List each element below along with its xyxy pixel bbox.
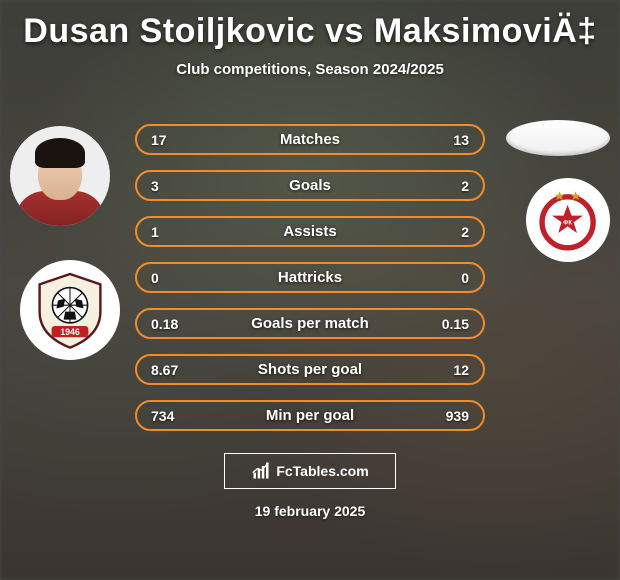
comparison-card: Dusan Stoiljkovic vs MaksimoviÄ‡ Club co… (0, 0, 620, 580)
stat-value-left: 17 (151, 132, 181, 148)
stat-value-right: 0.15 (439, 316, 469, 332)
stat-label: Shots per goal (258, 361, 362, 378)
brand-box[interactable]: FcTables.com (224, 453, 396, 489)
stat-value-right: 939 (439, 408, 469, 424)
stat-value-left: 734 (151, 408, 181, 424)
club-badge-left: 1946 (20, 260, 120, 360)
stat-value-right: 2 (439, 178, 469, 194)
brand-text: FcTables.com (276, 463, 368, 479)
stat-value-right: 13 (439, 132, 469, 148)
player-photo-left (10, 126, 110, 226)
avatar-hair (35, 138, 85, 168)
svg-text:1946: 1946 (60, 327, 80, 337)
stat-label: Hattricks (278, 269, 342, 286)
stats-list: 17 Matches 13 3 Goals 2 1 Assists 2 0 Hattricks 0 0.… (135, 124, 485, 431)
stat-row: 3 Goals 2 (135, 170, 485, 201)
stat-row: 0.18 Goals per match 0.15 (135, 308, 485, 339)
stat-row: 17 Matches 13 (135, 124, 485, 155)
player-photo-right-placeholder (506, 120, 610, 156)
stat-value-left: 8.67 (151, 362, 181, 378)
stat-label: Matches (280, 131, 340, 148)
stat-value-left: 3 (151, 178, 181, 194)
club-crest-left-icon: 1946 (30, 270, 110, 350)
stat-value-right: 0 (439, 270, 469, 286)
svg-text:ФК: ФК (564, 221, 573, 227)
footer-date: 19 february 2025 (255, 503, 366, 519)
stat-label: Goals per match (251, 315, 369, 332)
page-title: Dusan Stoiljkovic vs MaksimoviÄ‡ (23, 12, 596, 51)
stat-row: 8.67 Shots per goal 12 (135, 354, 485, 385)
stat-row: 0 Hattricks 0 (135, 262, 485, 293)
stat-row: 734 Min per goal 939 (135, 400, 485, 431)
stat-row: 1 Assists 2 (135, 216, 485, 247)
stat-value-right: 2 (439, 224, 469, 240)
club-badge-right: ФК (526, 178, 610, 262)
stat-label: Goals (289, 177, 331, 194)
brand-logo-icon (251, 461, 271, 481)
page-subtitle: Club competitions, Season 2024/2025 (176, 61, 444, 78)
stat-value-right: 12 (439, 362, 469, 378)
stat-value-left: 0.18 (151, 316, 181, 332)
stat-value-left: 1 (151, 224, 181, 240)
stat-label: Assists (283, 223, 336, 240)
club-crest-right-icon: ФК (534, 186, 601, 253)
stat-label: Min per goal (266, 407, 354, 424)
stat-value-left: 0 (151, 270, 181, 286)
